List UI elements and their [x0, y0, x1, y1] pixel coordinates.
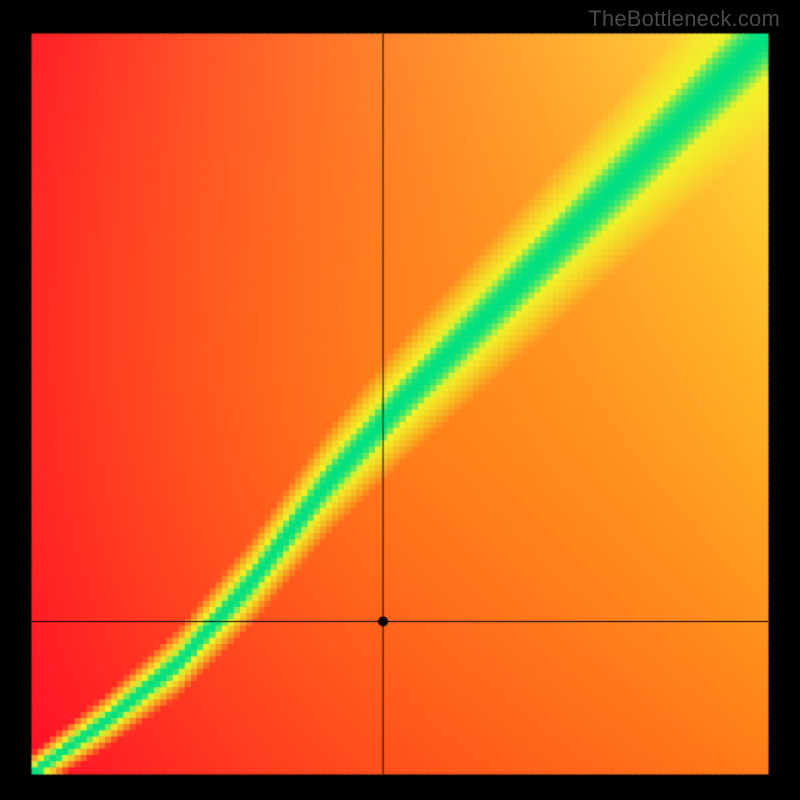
chart-container: TheBottleneck.com [0, 0, 800, 800]
bottleneck-heatmap [0, 0, 800, 800]
watermark-text: TheBottleneck.com [588, 6, 780, 32]
